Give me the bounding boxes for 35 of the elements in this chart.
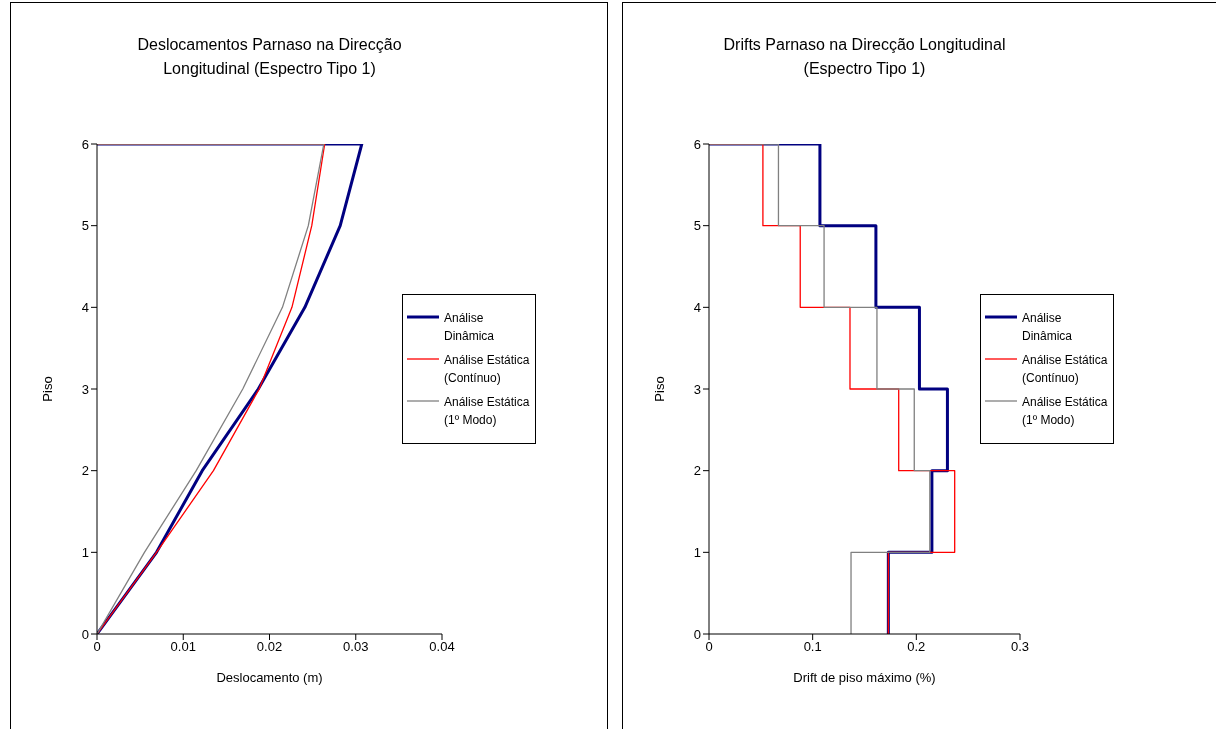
- x-axis-title: Deslocamento (m): [216, 670, 323, 685]
- y-axis-title: Piso: [651, 376, 667, 402]
- y-tick-label: 0: [693, 626, 701, 642]
- y-tick-label: 4: [693, 299, 701, 315]
- legend-label: Análise Estática (Contínuo): [1022, 352, 1109, 387]
- legend-label: Análise Estática (1º Modo): [444, 394, 531, 429]
- x-tick-label: 0.3: [1010, 639, 1030, 655]
- y-tick-label: 4: [81, 299, 89, 315]
- y-axis-title: Piso: [39, 376, 55, 402]
- x-tick-label: 0.01: [170, 639, 196, 655]
- y-tick-label: 0: [81, 626, 89, 642]
- x-tick-label: 0.2: [907, 639, 926, 655]
- x-tick-label: 0.1: [803, 639, 822, 655]
- y-tick-label: 3: [693, 381, 701, 397]
- chart-title: Drifts Parnaso na Direcção Longitudinal (Espectro Tipo 1): [722, 35, 1007, 79]
- x-tick-label: 0.04: [429, 639, 455, 655]
- x-tick-label: 0.03: [343, 639, 369, 655]
- y-tick-label: 5: [81, 218, 89, 234]
- x-axis-title: Drift de piso máximo (%): [793, 670, 936, 685]
- legend-label: Análise Dinâmica: [1022, 310, 1073, 345]
- y-tick-label: 5: [693, 218, 701, 234]
- y-tick-label: 6: [693, 136, 701, 152]
- y-tick-label: 3: [81, 381, 89, 397]
- legend-label: Análise Estática (Contínuo): [444, 352, 531, 387]
- y-tick-label: 1: [693, 544, 701, 560]
- y-tick-label: 2: [81, 463, 89, 479]
- y-tick-label: 1: [81, 544, 89, 560]
- chart-title: Deslocamentos Parnaso na Direcção Longitudinal (Espectro Tipo 1): [136, 35, 403, 79]
- y-tick-label: 2: [693, 463, 701, 479]
- x-tick-label: 0: [705, 639, 713, 655]
- y-tick-label: 6: [81, 136, 89, 152]
- legend-label: Análise Estática (1º Modo): [1022, 394, 1109, 429]
- x-tick-label: 0: [93, 639, 101, 655]
- x-tick-label: 0.02: [256, 639, 283, 655]
- legend-label: Análise Dinâmica: [444, 310, 495, 345]
